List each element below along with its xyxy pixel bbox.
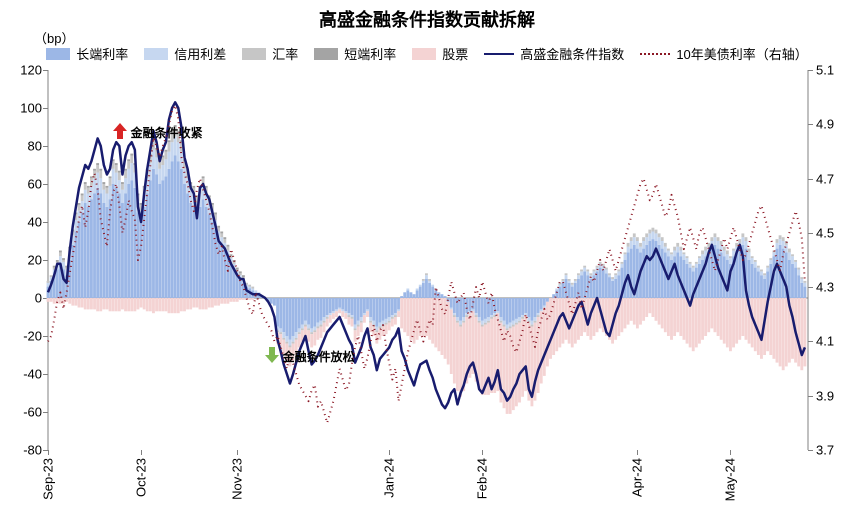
annotation-tight: 金融条件收紧	[113, 123, 203, 142]
plot-area	[0, 0, 854, 516]
arrow-down-icon	[265, 347, 279, 366]
chart-root: 高盛金融条件指数贡献拆解 （bp） 长端利率信用利差汇率短端利率股票高盛金融条件…	[0, 0, 854, 516]
annotation-label: 金融条件放松	[283, 348, 355, 365]
annotation-label: 金融条件收紧	[131, 124, 203, 141]
arrow-up-icon	[113, 123, 127, 142]
annotation-loose: 金融条件放松	[265, 347, 355, 366]
